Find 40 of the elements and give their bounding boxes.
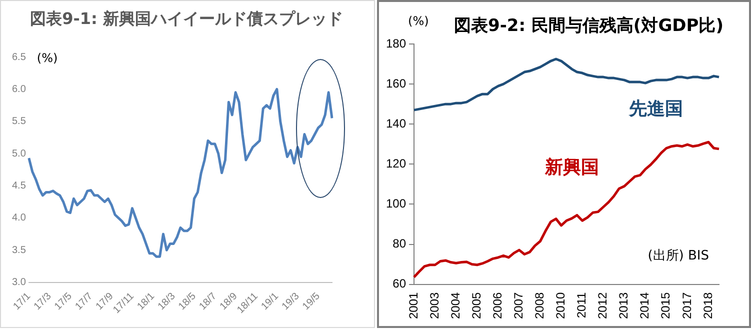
- y-tick-label: 4.5: [12, 180, 26, 192]
- y-tick-label: 180: [386, 36, 406, 50]
- x-tick-label: 2010: [554, 292, 568, 320]
- x-tick-label: 2013: [616, 292, 631, 320]
- y-tick-label: 6.5: [12, 52, 26, 63]
- y-tick-label: 4.0: [12, 212, 26, 224]
- annotation: (出所) BIS: [648, 248, 709, 264]
- x-tick-label: 2008: [532, 292, 547, 320]
- y-axis-title: (%): [36, 51, 58, 66]
- x-tick-label: 2014: [638, 292, 652, 320]
- x-tick-label: 2006: [490, 292, 504, 320]
- x-tick-label: 18/1: [135, 290, 158, 312]
- y-tick-label: 80: [392, 236, 406, 251]
- x-tick-label: 2015: [658, 292, 673, 320]
- y-tick-label: 3.0: [12, 277, 26, 288]
- y-tick-label: 3.5: [12, 244, 26, 256]
- x-tick-label: 19/1: [259, 290, 282, 312]
- x-tick-label: 2005: [469, 292, 484, 320]
- y-tick-label: 160: [386, 76, 406, 90]
- x-tick-label: 2003: [427, 292, 442, 320]
- x-tick-label: 2017: [680, 292, 694, 320]
- x-tick-label: 2012: [596, 292, 610, 320]
- x-tick-label: 17/1: [11, 290, 34, 312]
- y-tick-label: 100: [386, 196, 406, 211]
- x-tick-label: 2007: [512, 292, 526, 320]
- y-tick-label: 140: [386, 116, 406, 130]
- y-tick-label: 5.0: [12, 148, 26, 160]
- y-tick-label: 5.5: [12, 116, 26, 128]
- chart-title: 図表9-1: 新興国ハイイールド債スプレッド: [29, 9, 344, 30]
- chart-title: 図表9-2: 民間与信残高(対GDP比): [454, 15, 724, 37]
- x-tick-label: 2011: [574, 292, 589, 318]
- x-tick-label: 2004: [448, 292, 462, 320]
- series-label: 新興国: [544, 157, 599, 178]
- x-tick-label: 2018: [700, 292, 715, 320]
- series-label: 先進国: [628, 98, 683, 120]
- y-tick-label: 60: [392, 276, 406, 291]
- y-tick-label: 120: [386, 156, 406, 170]
- x-tick-label: 2001: [406, 292, 420, 320]
- y-axis-title: (%): [408, 14, 429, 28]
- y-tick-label: 6.0: [12, 84, 26, 95]
